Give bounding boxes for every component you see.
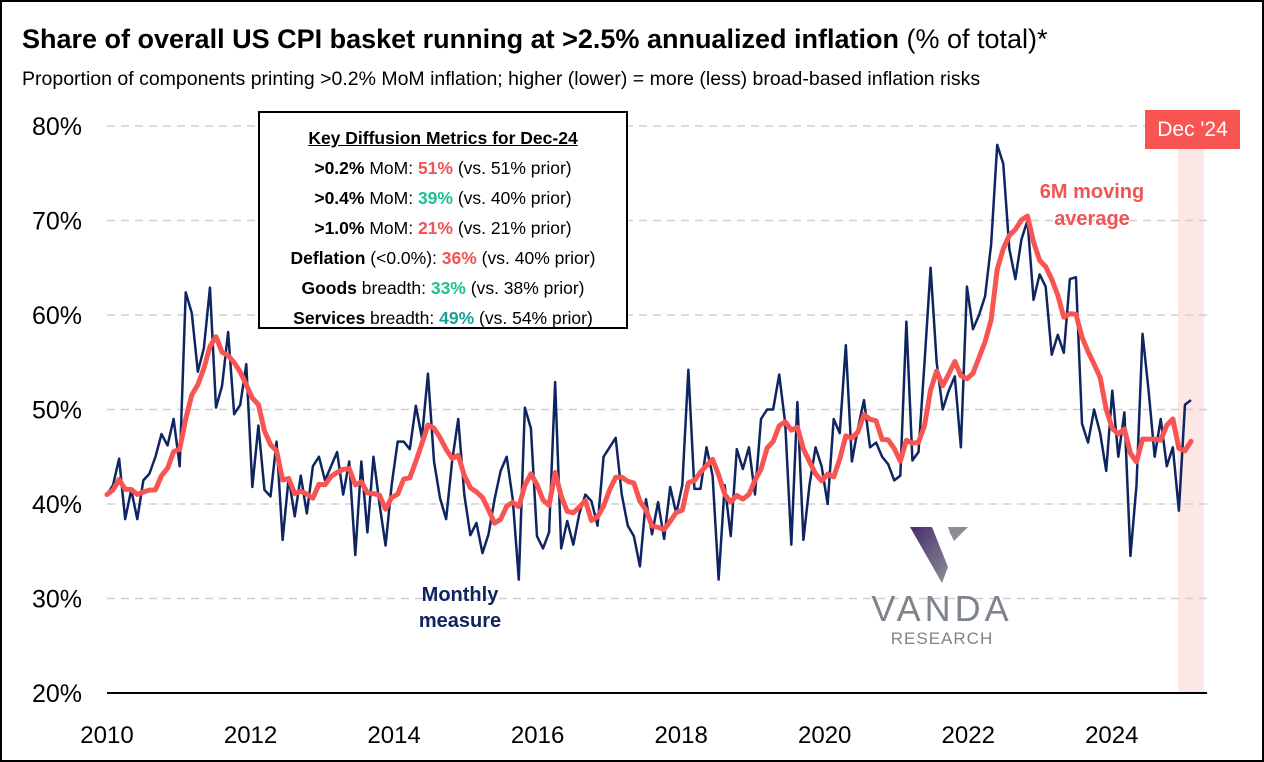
metric-value: 33% — [430, 278, 466, 298]
metric-bold: Goods — [301, 278, 357, 298]
moving-average-line — [104, 213, 1194, 533]
metrics-header: Key Diffusion Metrics for Dec-24 — [308, 128, 578, 148]
y-tick-label: 40% — [32, 491, 82, 519]
x-tick-label: 2024 — [1085, 722, 1138, 749]
chart-subtitle: Proportion of components printing >0.2% … — [22, 68, 981, 90]
metric-value: 36% — [441, 248, 477, 268]
y-tick-label: 30% — [32, 586, 82, 614]
x-tick-label: 2014 — [367, 722, 420, 749]
key-metrics-box: Key Diffusion Metrics for Dec-24 >0.2% M… — [258, 111, 628, 329]
highlight-badge: Dec '24 — [1145, 110, 1240, 149]
metric-label: MoM: — [364, 188, 418, 208]
metric-row: Goods breadth: 33% (vs. 38% prior) — [260, 273, 626, 303]
metric-prior: (vs. 54% prior) — [474, 308, 593, 328]
y-tick-label: 70% — [32, 208, 82, 236]
x-tick-label: 2016 — [511, 722, 564, 749]
metric-prior: (vs. 51% prior) — [452, 158, 572, 178]
metric-bold: >0.2% — [314, 158, 365, 178]
x-tick-label: 2012 — [224, 722, 277, 749]
logo-name: VANDA — [871, 588, 1013, 629]
metric-prior: (vs. 21% prior) — [452, 218, 572, 238]
moving-average-annotation: 6M moving average — [1039, 181, 1145, 230]
x-tick-label: 2020 — [798, 722, 851, 749]
x-tick-label: 2022 — [942, 722, 995, 749]
title-suffix: (% of total)* — [898, 24, 1048, 54]
metric-prior: (vs. 38% prior) — [465, 278, 585, 298]
metric-row: >1.0% MoM: 21% (vs. 21% prior) — [260, 213, 626, 243]
metric-label: MoM: — [364, 158, 418, 178]
metric-label: breadth: — [356, 278, 431, 298]
metric-value: 49% — [439, 308, 475, 328]
y-tick-label: 60% — [32, 302, 82, 330]
metric-label: MoM: — [364, 218, 418, 238]
metric-row: Deflation (<0.0%): 36% (vs. 40% prior) — [260, 243, 626, 273]
y-tick-label: 20% — [32, 680, 82, 708]
metric-prior: (vs. 40% prior) — [476, 248, 596, 268]
y-tick-label: 80% — [32, 113, 82, 141]
logo-v-icon — [910, 527, 968, 583]
metric-label: (<0.0%): — [365, 248, 442, 268]
metric-bold: >1.0% — [314, 218, 365, 238]
monthly-annotation: Monthly measure — [418, 584, 502, 632]
metric-value: 21% — [417, 218, 453, 238]
metric-value: 51% — [417, 158, 453, 178]
metric-row: >0.2% MoM: 51% (vs. 51% prior) — [260, 153, 626, 183]
metric-row: >0.4% MoM: 39% (vs. 40% prior) — [260, 183, 626, 213]
metric-label: breadth: — [365, 308, 440, 328]
metric-value: 39% — [417, 188, 453, 208]
highlight-band — [1178, 148, 1204, 693]
y-tick-label: 50% — [32, 397, 82, 425]
title-bold: Share of overall US CPI basket running a… — [22, 24, 899, 54]
x-tick-label: 2010 — [80, 722, 133, 749]
chart-title: Share of overall US CPI basket running a… — [22, 24, 1048, 55]
logo-sub: RESEARCH — [890, 629, 994, 648]
x-tick-label: 2018 — [654, 722, 707, 749]
metric-bold: >0.4% — [314, 188, 365, 208]
metric-bold: Deflation — [290, 248, 366, 268]
metric-bold: Services — [293, 308, 366, 328]
metric-row: Services breadth: 49% (vs. 54% prior) — [260, 303, 626, 333]
metric-prior: (vs. 40% prior) — [452, 188, 572, 208]
vanda-logo: VANDA RESEARCH — [852, 527, 1032, 649]
